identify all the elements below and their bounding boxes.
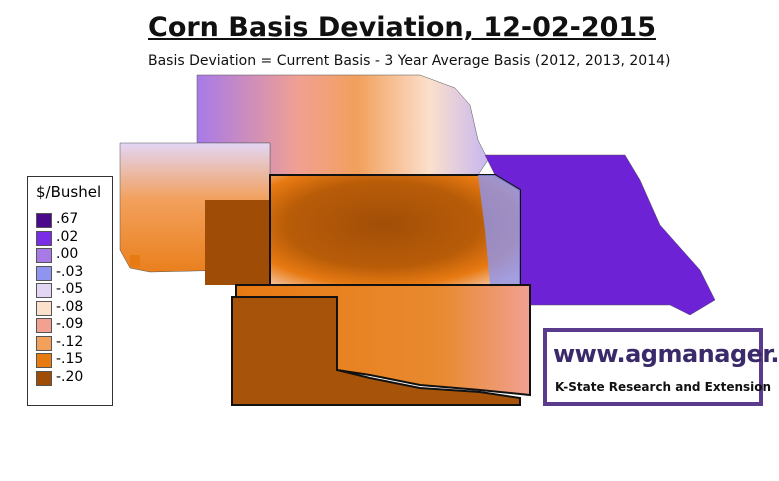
legend-swatch [36,353,52,368]
colorado-edge [130,255,140,267]
legend-swatch [36,335,52,351]
legend-swatch [36,230,52,246]
legend-swatch [36,370,52,386]
colorado-se [205,200,270,285]
logo: www.agmanager.info K-State Research and … [543,328,779,406]
legend-swatch [36,318,52,333]
legend-label: -.05 [56,281,84,297]
legend-label: -.08 [56,298,84,315]
legend-label: -.20 [56,368,84,385]
legend-swatch [36,248,52,263]
legend-swatch [36,213,52,228]
legend-swatch [36,265,52,281]
kansas-east [478,175,520,285]
legend-label: .67 [56,211,79,227]
legend: $/Bushel .67.02.00 -.03 -.05 -.08 -.09 -.12 -.… [27,176,113,406]
legend-label: .00 [56,246,79,262]
legend-label: -.15 [56,351,84,367]
logo-url: www.agmanager.info [553,340,779,368]
logo-tagline: K-State Research and Extension [555,380,772,394]
title: Corn Basis Deviation, 12-02-2015 [148,12,656,43]
subtitle: Basis Deviation = Current Basis - 3 Year… [148,53,671,69]
legend-title: $/Bushel [36,183,102,201]
legend-label: .02 [56,228,79,245]
legend-label: -.12 [56,333,84,350]
legend-label: -.09 [56,316,84,332]
legend-swatch [36,283,52,298]
legend-label: -.03 [56,263,84,280]
legend-swatch [36,300,52,316]
texas-panhandle [231,296,521,406]
